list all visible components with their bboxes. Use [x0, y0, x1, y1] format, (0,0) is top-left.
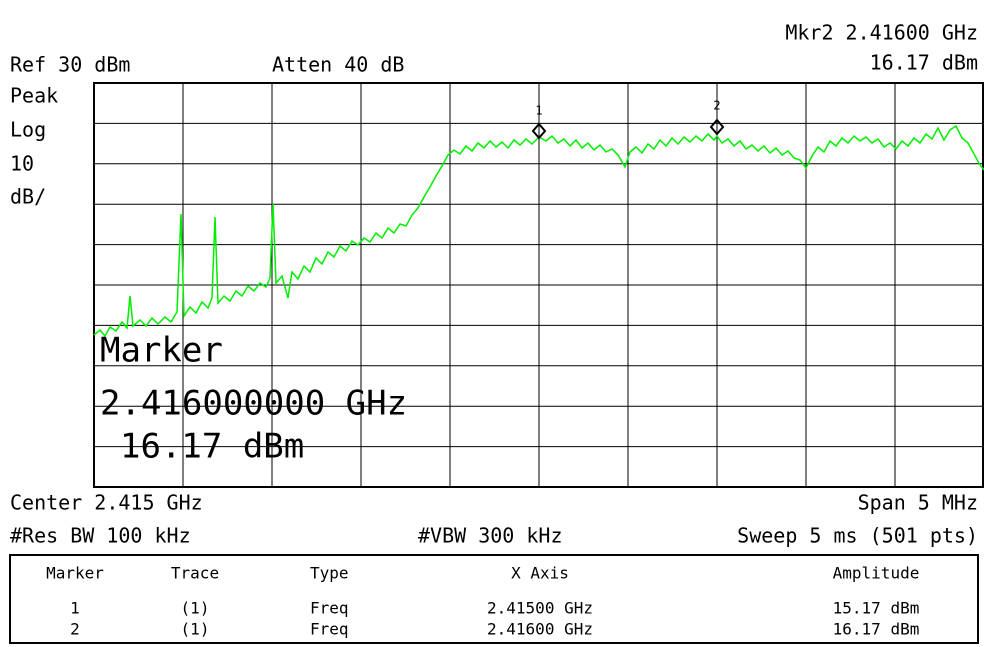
center-frequency: Center 2.415 GHz — [10, 491, 203, 515]
table-cell: 16.17 dBm — [833, 620, 920, 639]
table-header: Trace — [171, 564, 219, 583]
scale-label: 10 — [10, 152, 34, 176]
trace — [93, 124, 984, 338]
marker-table-frame — [9, 554, 979, 644]
attenuation: Atten 40 dB — [272, 53, 404, 77]
table-cell: 1 — [70, 599, 80, 618]
table-cell: (1) — [181, 599, 210, 618]
marker-diamond — [531, 122, 547, 140]
marker-readout: Mkr2 2.41600 GHz — [785, 21, 978, 45]
marker-amplitude: 16.17 dBm — [870, 51, 978, 75]
marker-flag: 1 — [535, 104, 542, 118]
table-cell: 2.41500 GHz — [487, 599, 593, 618]
table-cell: Freq — [310, 620, 349, 639]
table-header: X Axis — [511, 564, 569, 583]
table-cell: 2.41600 GHz — [487, 620, 593, 639]
table-cell: (1) — [181, 620, 210, 639]
marker-table: Marker Trace Type X Axis Amplitude 1 (1)… — [46, 564, 919, 639]
marker-box-title: Marker — [100, 331, 223, 371]
scale-label: Log — [10, 118, 46, 142]
span: Span 5 MHz — [858, 491, 978, 515]
vbw: #VBW 300 kHz — [418, 524, 563, 548]
table-header: Marker — [46, 564, 104, 583]
res-bw: #Res BW 100 kHz — [10, 524, 191, 548]
table-cell: 2 — [70, 620, 80, 639]
table-header: Amplitude — [833, 564, 920, 583]
table-header: Type — [310, 564, 349, 583]
scale-label: dB/ — [10, 185, 46, 209]
table-cell: Freq — [310, 599, 349, 618]
reference-level: Ref 30 dBm — [10, 53, 130, 77]
scale-label: Peak — [10, 84, 58, 108]
marker-diamond — [709, 118, 725, 136]
marker-box-amplitude: 16.17 dBm — [120, 427, 304, 467]
table-cell: 15.17 dBm — [833, 599, 920, 618]
marker-box-frequency: 2.416000000 GHz — [100, 384, 407, 424]
marker-flag: 2 — [713, 99, 720, 113]
sweep: Sweep 5 ms (501 pts) — [737, 524, 978, 548]
